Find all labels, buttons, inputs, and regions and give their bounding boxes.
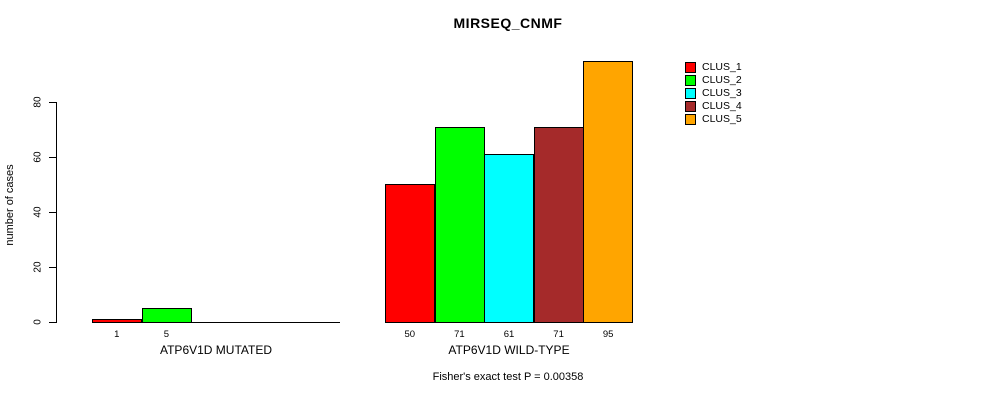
legend-label: CLUS_5: [702, 113, 742, 125]
bar-clus_5: [583, 61, 633, 323]
y-tick-label: 20: [32, 261, 44, 273]
footnote: Fisher's exact test P = 0.00358: [432, 371, 584, 383]
y-tick-label: 0: [32, 319, 44, 325]
bar-value-label: 95: [602, 329, 614, 340]
legend-swatch: [685, 61, 696, 73]
bar-clus_1: [385, 184, 435, 323]
legend-swatch: [685, 113, 696, 125]
bar-value-label: 61: [503, 329, 515, 340]
legend-item-clus_4: CLUS_4: [685, 100, 742, 112]
bar-clus_4: [534, 127, 584, 323]
legend-label: CLUS_1: [702, 61, 742, 73]
group-label: ATP6V1D MUTATED: [159, 343, 273, 357]
y-tick: [49, 322, 56, 323]
y-tick: [49, 102, 56, 103]
bar-value-label: 50: [404, 329, 416, 340]
chart-title: MIRSEQ_CNMF: [453, 15, 563, 31]
y-tick: [49, 212, 56, 213]
y-tick-label: 40: [32, 206, 44, 218]
y-tick: [49, 157, 56, 158]
y-tick-label: 60: [32, 151, 44, 163]
legend-item-clus_3: CLUS_3: [685, 87, 742, 99]
y-axis-line: [56, 102, 57, 323]
legend-label: CLUS_3: [702, 87, 742, 99]
group-baseline: [92, 322, 340, 323]
legend-swatch: [685, 100, 696, 112]
legend-swatch: [685, 74, 696, 86]
group-label: ATP6V1D WILD-TYPE: [448, 343, 570, 357]
legend-item-clus_2: CLUS_2: [685, 74, 742, 86]
bar-value-label: 71: [553, 329, 564, 340]
legend-label: CLUS_2: [702, 74, 742, 86]
legend-item-clus_5: CLUS_5: [685, 113, 742, 125]
bar-clus_2: [142, 308, 192, 323]
legend-swatch: [685, 87, 696, 99]
bar-clus_2: [435, 127, 485, 323]
bar-clus_3: [484, 154, 534, 323]
bar-value-label: 71: [454, 329, 465, 340]
legend-item-clus_1: CLUS_1: [685, 61, 742, 73]
y-tick: [49, 267, 56, 268]
bar-value-label: 5: [163, 329, 170, 340]
legend-label: CLUS_4: [702, 100, 742, 112]
y-tick-label: 80: [32, 96, 44, 108]
y-axis-title: number of cases: [4, 164, 16, 246]
bar-clus_1: [92, 319, 142, 323]
bar-value-label: 1: [114, 329, 120, 340]
